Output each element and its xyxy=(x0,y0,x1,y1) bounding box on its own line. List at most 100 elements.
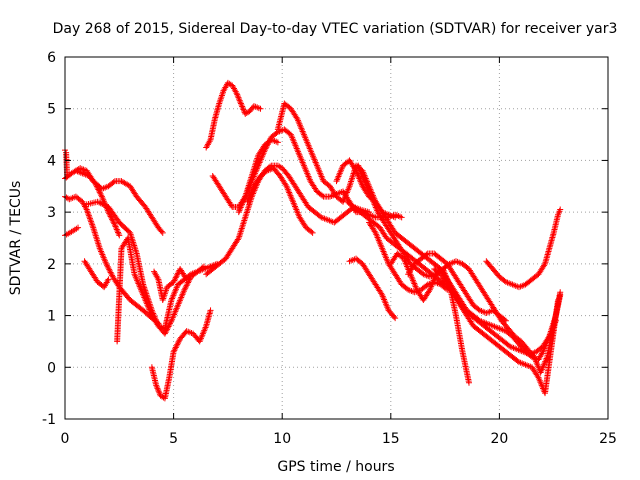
data-point xyxy=(181,286,188,293)
data-point xyxy=(174,271,181,278)
y-tick-label: 2 xyxy=(47,257,56,273)
x-tick-label: 10 xyxy=(273,431,291,447)
data-point xyxy=(423,251,430,258)
data-point xyxy=(97,190,104,197)
y-tick-label: 5 xyxy=(47,102,56,118)
data-point xyxy=(199,264,206,271)
data-point xyxy=(172,276,179,283)
data-point xyxy=(113,225,120,232)
data-point xyxy=(115,229,122,236)
plot-frame xyxy=(64,56,609,420)
data-point xyxy=(103,262,110,269)
data-point xyxy=(185,279,192,286)
x-tick-label: 5 xyxy=(169,431,178,447)
data-point xyxy=(95,186,102,193)
data-point xyxy=(236,97,243,104)
y-tick-label: 4 xyxy=(47,153,56,169)
data-point xyxy=(237,99,244,106)
data-point xyxy=(153,383,160,390)
data-point xyxy=(171,277,178,284)
series-s6 xyxy=(81,258,112,291)
data-point xyxy=(107,269,114,276)
series-s23 xyxy=(483,206,564,291)
data-point xyxy=(541,262,548,269)
data-point xyxy=(174,340,181,347)
y-tick-label: 1 xyxy=(47,309,56,325)
data-point xyxy=(501,316,508,323)
data-point xyxy=(392,214,399,221)
y-tick-label: 3 xyxy=(47,205,56,221)
data-point xyxy=(391,313,398,320)
data-point xyxy=(228,202,235,209)
series-s10 xyxy=(151,266,190,304)
series-s24 xyxy=(431,266,562,397)
data-point xyxy=(293,114,300,121)
series-s3 xyxy=(72,167,123,239)
series-s1 xyxy=(62,165,166,236)
data-point xyxy=(237,100,244,107)
data-point xyxy=(442,285,449,292)
data-points xyxy=(62,79,564,402)
y-tick-label: 6 xyxy=(47,50,56,66)
x-tick-label: 25 xyxy=(599,431,617,447)
data-point xyxy=(171,347,178,354)
data-point xyxy=(239,103,246,110)
data-point xyxy=(241,195,248,202)
data-point xyxy=(235,94,242,101)
data-point xyxy=(173,273,180,280)
data-point xyxy=(557,206,564,213)
data-point xyxy=(308,228,315,235)
data-point xyxy=(555,297,562,304)
grid xyxy=(65,57,608,419)
data-point xyxy=(371,228,378,235)
data-point xyxy=(175,338,182,345)
data-point xyxy=(183,282,190,289)
data-point xyxy=(155,386,162,393)
data-point xyxy=(109,216,116,223)
data-point xyxy=(104,263,111,270)
series-s9 xyxy=(148,307,214,402)
data-point xyxy=(105,276,112,283)
data-point xyxy=(110,179,117,186)
data-point xyxy=(170,348,177,355)
data-point xyxy=(534,373,541,380)
axis-ticks xyxy=(64,56,609,420)
series-s20 xyxy=(346,255,399,322)
data-point xyxy=(161,330,168,337)
data-point xyxy=(182,283,189,290)
series-s8 xyxy=(83,198,208,332)
data-point xyxy=(238,102,245,109)
data-point xyxy=(309,229,316,236)
data-point xyxy=(93,183,100,190)
data-point xyxy=(207,307,214,314)
data-point xyxy=(234,91,241,98)
data-point xyxy=(112,223,119,230)
data-point xyxy=(109,217,116,224)
data-point xyxy=(201,263,208,270)
data-point xyxy=(115,230,122,237)
data-point xyxy=(116,232,123,239)
data-point xyxy=(172,274,179,281)
data-point xyxy=(398,214,405,221)
x-axis-label: GPS time / hours xyxy=(277,459,394,475)
data-point xyxy=(156,389,163,396)
data-point xyxy=(352,166,359,173)
data-point xyxy=(110,219,117,226)
data-point xyxy=(158,228,165,235)
data-point xyxy=(257,105,264,112)
axis-tick-labels: 0 5 10 15 20 25 -1 0 1 2 3 4 5 6 xyxy=(42,50,617,447)
data-point xyxy=(108,270,115,277)
data-point xyxy=(234,93,241,100)
data-point xyxy=(159,229,166,236)
series-s25 xyxy=(366,219,451,296)
data-point xyxy=(183,276,190,283)
data-point xyxy=(106,268,113,275)
data-point xyxy=(182,285,189,292)
data-point xyxy=(425,288,432,295)
data-point xyxy=(173,343,180,350)
data-point xyxy=(240,106,247,113)
data-point xyxy=(106,266,113,273)
data-point xyxy=(465,379,472,386)
data-point xyxy=(93,182,100,189)
